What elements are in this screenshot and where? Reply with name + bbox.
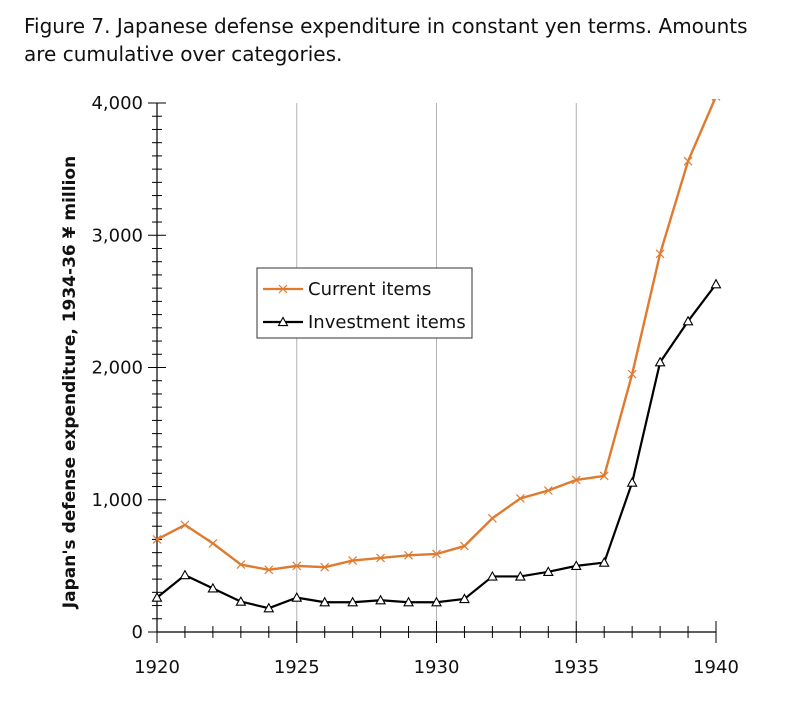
data-point — [404, 550, 413, 560]
data-point — [487, 513, 497, 523]
data-point — [320, 562, 330, 572]
data-point-stroke-b — [543, 486, 553, 495]
data-point — [571, 475, 581, 485]
data-point — [682, 315, 694, 326]
data-point — [543, 486, 553, 495]
y-tick-label: 1,000 — [91, 490, 143, 511]
x-tick-label: 1935 — [553, 657, 599, 678]
y-tick-label: 2,000 — [91, 358, 143, 379]
legend-swatch-marker-stroke-b — [278, 284, 288, 294]
x-tick-label: 1930 — [414, 657, 460, 678]
data-point — [376, 553, 386, 563]
data-point-stroke-b — [655, 249, 665, 259]
legend-swatch-marker — [277, 316, 289, 327]
data-point — [179, 569, 191, 580]
data-point-stroke-b — [571, 475, 581, 485]
data-point — [319, 596, 331, 607]
data-point — [208, 538, 218, 548]
data-point — [347, 596, 359, 607]
y-tick-label: 4,000 — [91, 93, 143, 114]
data-point — [654, 356, 666, 367]
data-point — [655, 249, 665, 259]
data-point-stroke-b — [487, 513, 497, 523]
data-point-stroke-b — [208, 538, 218, 548]
data-point — [460, 541, 469, 551]
data-point-stroke-b — [348, 556, 358, 566]
data-point — [180, 520, 190, 530]
legend-swatch-marker — [278, 284, 288, 294]
y-tick-label: 3,000 — [91, 225, 143, 246]
data-point — [432, 549, 441, 559]
axes: 0 1,000 2,000 3,000 4,000 1920 1925 1930 1935 194… — [91, 93, 738, 678]
series-layer — [151, 99, 722, 613]
data-point-stroke-b — [264, 565, 274, 575]
data-point — [683, 156, 693, 166]
data-point — [626, 476, 638, 487]
data-point-stroke-b — [683, 156, 693, 166]
data-point — [375, 594, 387, 605]
data-point — [710, 278, 722, 289]
data-point-stroke-b — [432, 549, 441, 559]
y-axis-label: Japan's defense expenditure, 1934-36 ¥ m… — [60, 156, 80, 609]
data-point-stroke-a — [717, 99, 721, 101]
data-point-stroke-b — [236, 560, 246, 569]
data-point — [236, 560, 246, 569]
data-point — [711, 99, 721, 101]
x-tick-label: 1920 — [134, 657, 180, 678]
series-investment-items — [151, 278, 722, 613]
legend: Current items Investment items — [256, 267, 473, 339]
data-point — [403, 596, 414, 607]
data-point — [151, 591, 163, 602]
data-point — [514, 570, 526, 581]
gridlines — [296, 103, 577, 632]
data-point-stroke-b — [152, 535, 162, 544]
data-point — [431, 596, 442, 607]
series-current-items — [152, 99, 721, 575]
legend-label: Investment items — [308, 312, 466, 333]
data-point — [264, 565, 274, 575]
data-point-stroke-b — [292, 561, 302, 571]
data-point — [207, 582, 219, 593]
data-point-stroke-b — [460, 541, 469, 551]
data-point-stroke-b — [376, 553, 386, 563]
data-point — [292, 561, 302, 571]
figure-caption: Figure 7. Japanese defense expenditure i… — [24, 14, 748, 66]
x-tick-label: 1925 — [274, 657, 320, 678]
data-point-stroke-b — [320, 562, 330, 572]
data-point — [542, 566, 554, 576]
data-point — [627, 369, 637, 379]
data-point-stroke-b — [515, 494, 525, 503]
data-point-stroke-b — [180, 520, 190, 530]
data-point-stroke-b — [627, 369, 637, 379]
data-point — [235, 595, 247, 606]
data-point-stroke-b — [711, 99, 715, 101]
data-point — [570, 560, 582, 571]
legend-box — [256, 267, 473, 339]
data-point — [152, 535, 162, 544]
data-point — [486, 570, 498, 581]
data-point — [459, 593, 470, 604]
y-tick-label: 0 — [132, 622, 143, 643]
data-point — [263, 602, 275, 613]
data-point — [515, 494, 525, 503]
data-point-stroke-b — [404, 550, 413, 560]
data-point — [599, 471, 609, 481]
data-point-stroke-b — [599, 471, 609, 481]
data-point — [598, 556, 610, 567]
data-point — [348, 556, 358, 566]
data-point — [291, 591, 303, 602]
x-tick-label: 1940 — [693, 657, 739, 678]
legend-label: Current items — [308, 279, 431, 300]
